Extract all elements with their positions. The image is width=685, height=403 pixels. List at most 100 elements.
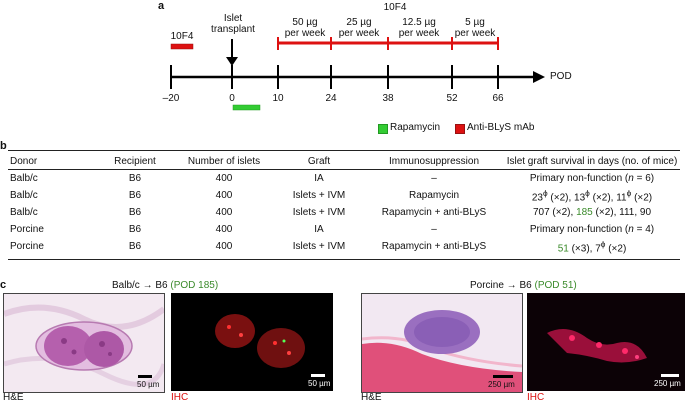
he-scale-label-2: 250 µm bbox=[488, 380, 515, 389]
table-row: Porcine B6 400 IA – Primary non-function… bbox=[8, 221, 680, 238]
cell-recipient: B6 bbox=[128, 241, 142, 252]
right-title-pod: (POD 51) bbox=[534, 280, 577, 291]
he-scale-label-1: 50 µm bbox=[137, 380, 160, 389]
cell-donor: Balb/c bbox=[10, 173, 38, 184]
header-islets: Number of islets bbox=[174, 154, 274, 170]
survival-b-rest: (×2), 11 bbox=[589, 192, 627, 204]
cell-recipient: B6 bbox=[128, 224, 142, 235]
cell-islets: 400 bbox=[215, 173, 233, 184]
cell-graft: Islets + IVM bbox=[292, 241, 346, 252]
cell-immuno: – bbox=[431, 224, 437, 235]
tenf4-pre-bar bbox=[170, 43, 194, 50]
panel-b-letter: b bbox=[0, 140, 7, 152]
survival-text-post: (×3), 7 bbox=[568, 243, 601, 255]
table-row: Porcine B6 400 Islets + IVM Rapamycin + … bbox=[8, 238, 680, 255]
he-scale-bar-2 bbox=[493, 375, 513, 378]
cell-islets: 400 bbox=[215, 190, 233, 201]
survival-a: 23 bbox=[531, 192, 543, 204]
dose-label-3-line2: per week bbox=[398, 28, 440, 39]
survival-table: Donor Recipient Number of islets Graft I… bbox=[8, 154, 680, 255]
survival-text-pre: 707 (×2), bbox=[532, 207, 577, 218]
table-row: Balb/c B6 400 IA – Primary non-function … bbox=[8, 170, 680, 188]
table-bottom-rule bbox=[8, 259, 680, 260]
legend-anti-blys-swatch bbox=[455, 124, 465, 134]
cell-donor: Balb/c bbox=[10, 207, 38, 218]
survival-text-post: (×2), 111, 90 bbox=[592, 207, 652, 218]
cell-immuno: – bbox=[431, 173, 437, 184]
ihc-image-porcine-svg bbox=[527, 293, 685, 391]
cell-graft: Islets + IVM bbox=[292, 190, 346, 201]
survival-green-value: 51 bbox=[557, 243, 569, 255]
cell-survival: Primary non-function (n = 6) bbox=[504, 170, 680, 188]
cell-islets: 400 bbox=[215, 241, 233, 252]
right-title-text: Porcine → B6 bbox=[470, 280, 535, 291]
ihc-label-1: IHC bbox=[171, 392, 189, 403]
dose-label-2-line1: 25 µg bbox=[346, 17, 372, 28]
tick-label--20: –20 bbox=[162, 93, 180, 104]
cell-survival: 707 (×2), 185 (×2), 111, 90 bbox=[504, 204, 680, 221]
survival-text-post: = 6) bbox=[633, 173, 655, 184]
table-row: Balb/c B6 400 Islets + IVM Rapamycin + a… bbox=[8, 204, 680, 221]
survival-text-post: = 4) bbox=[633, 224, 655, 235]
survival-c-sup: ϕ bbox=[626, 187, 632, 198]
he-label-1: H&E bbox=[3, 392, 24, 403]
cell-recipient: B6 bbox=[128, 173, 142, 184]
cell-immuno: Rapamycin bbox=[408, 190, 460, 201]
tick-label-10: 10 bbox=[272, 93, 284, 104]
cell-donor: Balb/c bbox=[10, 190, 38, 201]
ihc-label-2: IHC bbox=[527, 392, 545, 403]
pod-axis-arrowhead bbox=[533, 71, 545, 83]
ihc-scale-bar-1 bbox=[311, 374, 325, 377]
header-recipient: Recipient bbox=[96, 154, 174, 170]
tick-label-24: 24 bbox=[325, 93, 337, 104]
top-10f4-label: 10F4 bbox=[383, 2, 407, 13]
transplant-label-line1: Islet bbox=[223, 13, 243, 24]
dose-label-4-line1: 5 µg bbox=[465, 17, 485, 28]
pod-axis-label: POD bbox=[550, 71, 572, 82]
survival-c-rest: (×2) bbox=[631, 192, 653, 204]
ihc-image-balbc: 50 µm bbox=[171, 293, 333, 391]
cell-graft: Islets + IVM bbox=[292, 207, 346, 218]
he-label-2: H&E bbox=[361, 392, 382, 403]
cell-immuno: Rapamycin + anti-BLyS bbox=[381, 241, 487, 252]
survival-end: (×2) bbox=[605, 243, 627, 255]
survival-a-sup: ϕ bbox=[542, 187, 548, 198]
dose-label-3-line1: 12.5 µg bbox=[402, 17, 436, 28]
transplant-label-line2: transplant bbox=[211, 24, 255, 35]
header-graft: Graft bbox=[274, 154, 364, 170]
survival-green-value: 185 bbox=[576, 207, 593, 218]
cell-survival: 51 (×3), 7ϕ (×2) bbox=[504, 238, 680, 255]
panel-a-letter: a bbox=[158, 0, 165, 12]
ihc-scale-label-2: 250 µm bbox=[654, 379, 681, 388]
legend-rapamycin-swatch bbox=[378, 124, 388, 134]
rapamycin-bar bbox=[232, 104, 261, 111]
cell-recipient: B6 bbox=[128, 190, 142, 201]
header-immuno: Immunosuppression bbox=[364, 154, 504, 170]
table-top-rule bbox=[8, 150, 680, 151]
timeline-svg bbox=[170, 37, 545, 111]
survival-b-sup: ϕ bbox=[585, 187, 590, 198]
survival-text-pre: Primary non-function ( bbox=[529, 173, 629, 184]
right-pair-title: Porcine → B6 (POD 51) bbox=[470, 280, 577, 291]
survival-text-pre: Primary non-function ( bbox=[529, 224, 629, 235]
dose-label-2-line2: per week bbox=[338, 28, 380, 39]
he-image-porcine: 250 µm bbox=[361, 293, 523, 393]
survival-a-rest: (×2), 13 bbox=[547, 192, 586, 204]
header-survival: Islet graft survival in days (no. of mic… bbox=[504, 154, 680, 170]
cell-islets: 400 bbox=[215, 224, 233, 235]
ihc-scale-label-1: 50 µm bbox=[308, 379, 331, 388]
header-donor: Donor bbox=[8, 154, 96, 170]
table-header-row: Donor Recipient Number of islets Graft I… bbox=[8, 154, 680, 170]
panel-c-letter: c bbox=[0, 279, 7, 291]
survival-n: n bbox=[628, 224, 634, 235]
cell-immuno: Rapamycin + anti-BLyS bbox=[381, 207, 487, 218]
he-scale-bar-1 bbox=[138, 375, 152, 378]
left-pair-title: Balb/c → B6 (POD 185) bbox=[112, 280, 218, 291]
cell-graft: IA bbox=[314, 173, 324, 184]
legend-anti-blys-label: Anti-BLyS mAb bbox=[467, 122, 535, 133]
survival-n: n bbox=[628, 173, 634, 184]
cell-graft: IA bbox=[314, 224, 324, 235]
he-image-balbc-svg bbox=[4, 294, 164, 392]
he-image-porcine-svg bbox=[362, 294, 522, 392]
survival-sup: ϕ bbox=[600, 238, 606, 249]
